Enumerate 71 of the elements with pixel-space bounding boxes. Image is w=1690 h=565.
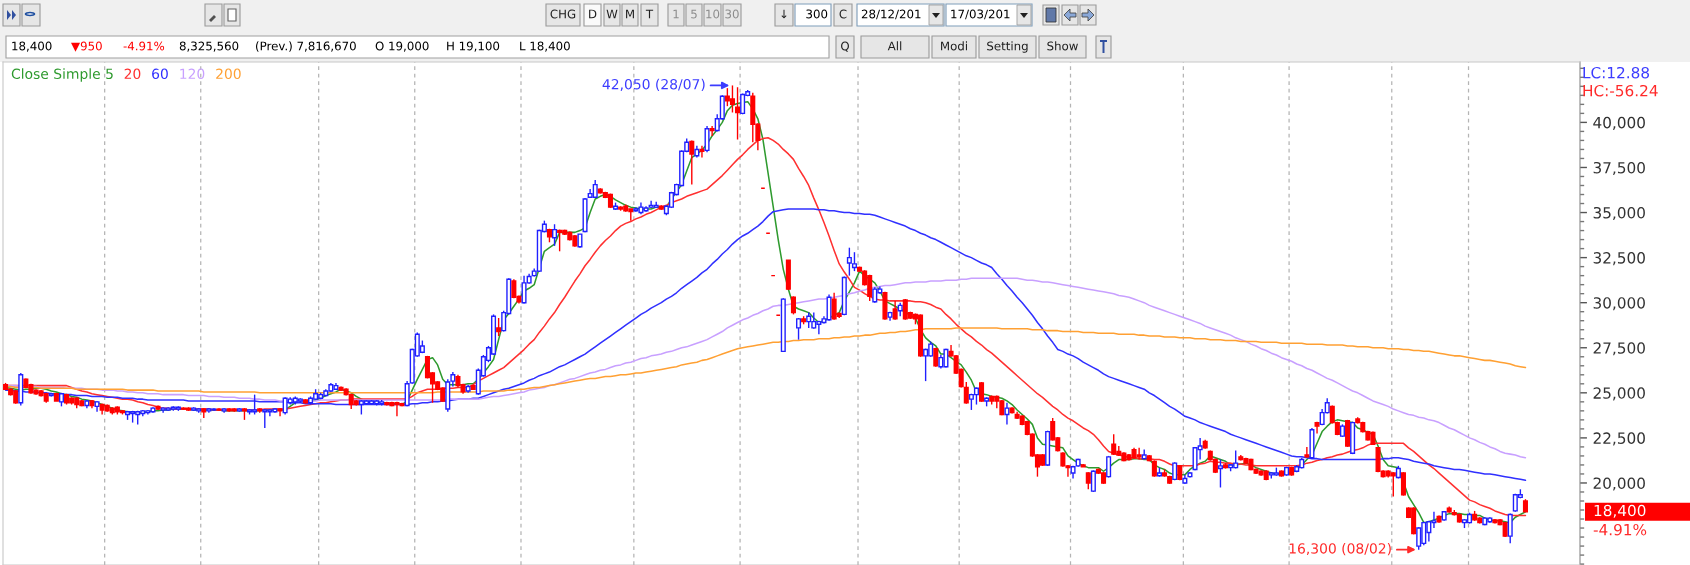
text: ▼950 xyxy=(71,41,102,52)
text: 20 xyxy=(124,68,141,80)
text: 120 xyxy=(180,68,205,80)
text: Close Simple 5 xyxy=(11,68,113,82)
candlestick xyxy=(963,381,969,405)
text: 8,325,560 xyxy=(179,41,239,52)
candlestick xyxy=(552,223,558,247)
candlestick xyxy=(1136,447,1142,461)
candlestick xyxy=(1507,512,1513,545)
y-tick-label: 37,500 xyxy=(1593,161,1645,176)
candlestick xyxy=(923,347,929,382)
text: 30 xyxy=(725,9,739,19)
y-tick-label: 27,500 xyxy=(1593,342,1645,356)
text: Q xyxy=(841,41,849,52)
candlestick xyxy=(892,300,898,321)
text: 300 xyxy=(806,9,828,19)
candlestick xyxy=(796,317,802,341)
y-tick-label: 25,000 xyxy=(1593,387,1645,401)
text: 28/12/201 xyxy=(861,9,921,20)
line-series xyxy=(4,208,1527,482)
text: LC:12.88 xyxy=(1583,66,1650,79)
text: T xyxy=(645,9,654,19)
y-tick-label: 20,000 xyxy=(1593,477,1645,491)
candlestick xyxy=(496,317,502,337)
annotation: 42,050 (28/07) xyxy=(602,78,705,92)
text: (Prev.) 7,816,670 xyxy=(256,41,356,52)
text: 200 xyxy=(216,68,241,80)
y-tick-label: 32,500 xyxy=(1593,252,1645,266)
candlestick xyxy=(262,408,268,429)
text: O 19,000 xyxy=(375,41,429,52)
y-tick-label: 22,500 xyxy=(1593,432,1645,446)
text: H 19,100 xyxy=(447,41,500,52)
candlestick xyxy=(851,251,857,272)
text: HC:-56.24 xyxy=(1583,84,1658,97)
annotation: 16,300 (08/02) xyxy=(1289,542,1391,556)
text: 18,400 xyxy=(1594,504,1646,518)
text: D xyxy=(589,9,597,19)
text: Modi xyxy=(941,41,967,51)
text: Setting xyxy=(987,41,1028,53)
candlestick xyxy=(1416,526,1422,551)
y-tick-label: 30,000 xyxy=(1593,297,1645,311)
text: ↓ xyxy=(781,9,787,19)
text: 10 xyxy=(706,9,720,19)
candlestick xyxy=(1004,402,1010,426)
candlestick xyxy=(729,84,735,114)
text: 1 xyxy=(673,9,679,19)
text: M xyxy=(626,9,634,19)
text: 60 xyxy=(152,68,168,80)
y-tick-label: 35,000 xyxy=(1593,207,1645,221)
text: -4.91% xyxy=(1593,523,1647,536)
candlestick xyxy=(1400,471,1406,497)
candlestick xyxy=(709,125,715,137)
candlestick xyxy=(790,295,796,316)
candlestick xyxy=(1304,446,1310,459)
candlestick xyxy=(689,139,695,186)
text: 17/03/201 xyxy=(951,9,1010,20)
y-tick-label: 40,000 xyxy=(1593,116,1645,130)
text: -4.91% xyxy=(123,41,165,51)
text: Show xyxy=(1047,41,1078,51)
text: W xyxy=(606,9,618,19)
candlestick xyxy=(979,381,985,403)
candlestick xyxy=(704,125,710,153)
text: 5 xyxy=(691,9,697,19)
text: C xyxy=(839,9,847,19)
candlestick xyxy=(1217,458,1223,489)
text: L 18,400 xyxy=(520,41,570,52)
candlestick xyxy=(699,145,705,159)
text: All xyxy=(887,41,902,51)
candlestick xyxy=(1090,469,1096,493)
text: 18,400 xyxy=(12,41,52,52)
text: CHG xyxy=(550,9,576,19)
